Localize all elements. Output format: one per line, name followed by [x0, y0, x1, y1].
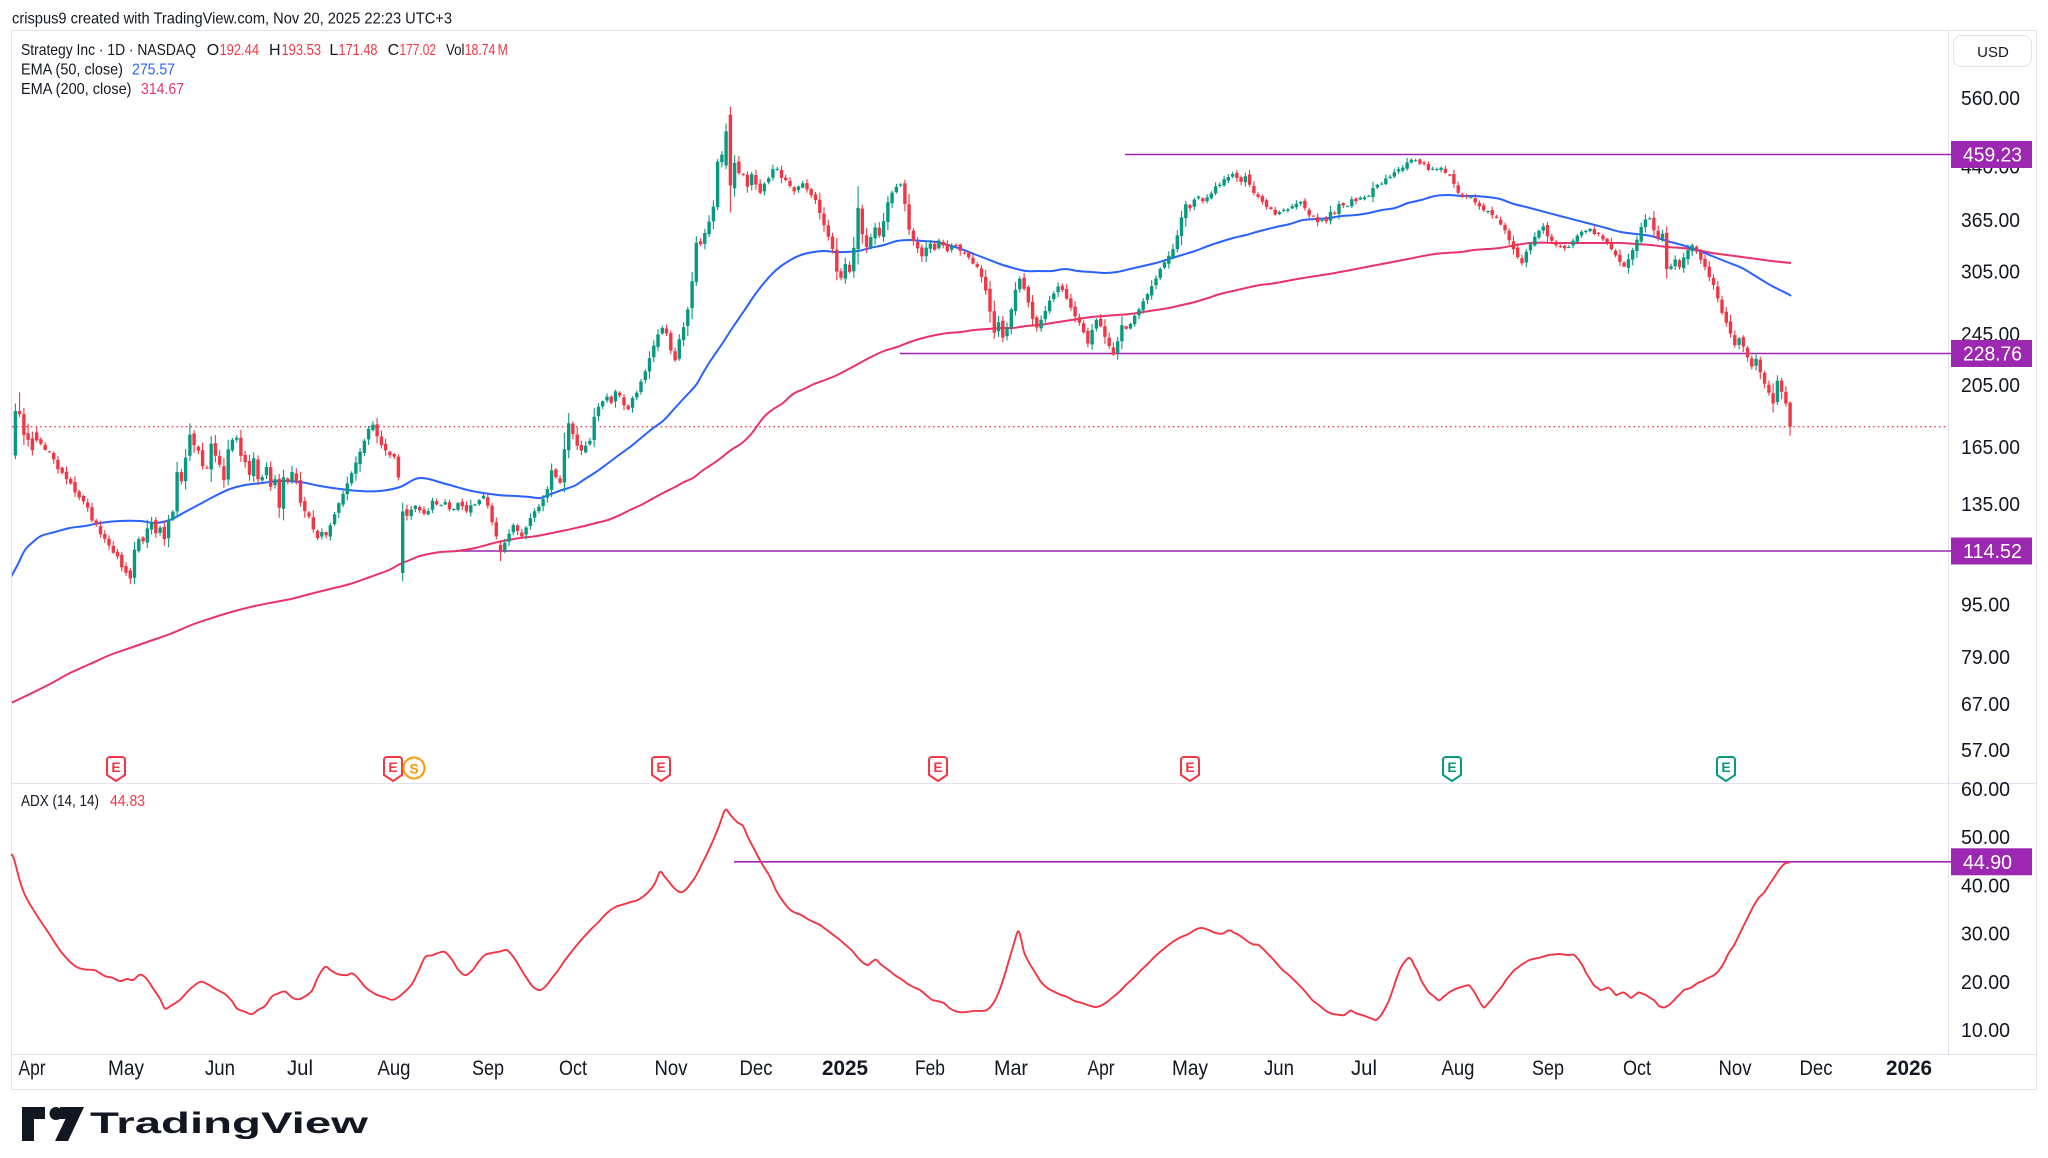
- svg-text:192.44: 192.44: [220, 42, 260, 59]
- svg-text:Oct: Oct: [559, 1056, 587, 1080]
- svg-text:18.74 M: 18.74 M: [465, 42, 508, 59]
- svg-text:135.00: 135.00: [1961, 493, 2020, 516]
- svg-text:Feb: Feb: [915, 1056, 945, 1080]
- svg-text:O: O: [207, 42, 219, 59]
- svg-text:314.67: 314.67: [141, 81, 184, 98]
- svg-text:205.00: 205.00: [1961, 374, 2020, 397]
- svg-text:2025: 2025: [822, 1056, 868, 1080]
- svg-text:Apr: Apr: [1088, 1056, 1115, 1080]
- svg-text:E: E: [1721, 759, 1730, 775]
- svg-text:Strategy Inc · 1D · NASDAQ: Strategy Inc · 1D · NASDAQ: [21, 42, 196, 59]
- svg-text:Jul: Jul: [287, 1056, 313, 1080]
- svg-text:Aug: Aug: [1442, 1056, 1475, 1080]
- svg-text:560.00: 560.00: [1961, 87, 2020, 110]
- svg-text:228.76: 228.76: [1963, 343, 2022, 366]
- svg-text:2026: 2026: [1886, 1056, 1932, 1080]
- svg-text:E: E: [656, 759, 665, 775]
- svg-text:E: E: [388, 759, 397, 775]
- svg-text:crispus9 created with TradingV: crispus9 created with TradingView.com, N…: [12, 11, 452, 28]
- svg-text:Nov: Nov: [1719, 1056, 1752, 1080]
- svg-text:Nov: Nov: [655, 1056, 688, 1080]
- svg-text:Jul: Jul: [1351, 1056, 1377, 1080]
- svg-text:USD: USD: [1977, 44, 2009, 61]
- svg-text:165.00: 165.00: [1961, 436, 2020, 459]
- svg-text:EMA (200, close): EMA (200, close): [21, 81, 132, 98]
- svg-text:275.57: 275.57: [132, 62, 175, 79]
- svg-text:459.23: 459.23: [1963, 144, 2022, 167]
- svg-text:E: E: [933, 759, 942, 775]
- svg-text:44.83: 44.83: [110, 793, 145, 810]
- svg-text:May: May: [1172, 1056, 1208, 1080]
- svg-text:79.00: 79.00: [1961, 646, 2010, 669]
- svg-text:20.00: 20.00: [1961, 971, 2010, 994]
- svg-text:ADX (14, 14): ADX (14, 14): [21, 793, 99, 810]
- svg-text:177.02: 177.02: [400, 42, 437, 59]
- svg-text:44.90: 44.90: [1963, 851, 2012, 874]
- svg-text:EMA (50, close): EMA (50, close): [21, 62, 123, 79]
- svg-text:Mar: Mar: [994, 1056, 1028, 1080]
- svg-text:Vol: Vol: [446, 42, 465, 59]
- svg-text:L: L: [329, 42, 338, 59]
- svg-text:Aug: Aug: [378, 1056, 411, 1080]
- svg-text:Sep: Sep: [472, 1056, 504, 1080]
- svg-text:E: E: [1185, 759, 1194, 775]
- svg-text:Apr: Apr: [19, 1056, 46, 1080]
- svg-text:Dec: Dec: [740, 1056, 773, 1080]
- svg-text:Oct: Oct: [1623, 1056, 1651, 1080]
- svg-text:C: C: [388, 42, 400, 59]
- svg-text:40.00: 40.00: [1961, 875, 2010, 898]
- svg-text:Jun: Jun: [1264, 1056, 1294, 1080]
- svg-text:10.00: 10.00: [1961, 1019, 2010, 1042]
- svg-text:Sep: Sep: [1532, 1056, 1564, 1080]
- svg-text:67.00: 67.00: [1961, 693, 2010, 716]
- svg-text:E: E: [1447, 759, 1456, 775]
- svg-text:H: H: [269, 42, 281, 59]
- svg-text:171.48: 171.48: [339, 42, 378, 59]
- svg-text:57.00: 57.00: [1961, 739, 2010, 762]
- svg-text:305.00: 305.00: [1961, 260, 2020, 283]
- svg-text:TradingView: TradingView: [90, 1107, 369, 1140]
- svg-text:60.00: 60.00: [1961, 778, 2010, 801]
- svg-text:May: May: [108, 1056, 144, 1080]
- svg-text:114.52: 114.52: [1963, 540, 2022, 563]
- svg-text:193.53: 193.53: [282, 42, 322, 59]
- svg-text:30.00: 30.00: [1961, 923, 2010, 946]
- svg-text:365.00: 365.00: [1961, 209, 2020, 232]
- svg-text:E: E: [111, 759, 120, 775]
- svg-text:S: S: [409, 761, 418, 777]
- svg-text:Jun: Jun: [205, 1056, 235, 1080]
- svg-text:95.00: 95.00: [1961, 593, 2010, 616]
- svg-text:Dec: Dec: [1800, 1056, 1833, 1080]
- svg-text:50.00: 50.00: [1961, 826, 2010, 849]
